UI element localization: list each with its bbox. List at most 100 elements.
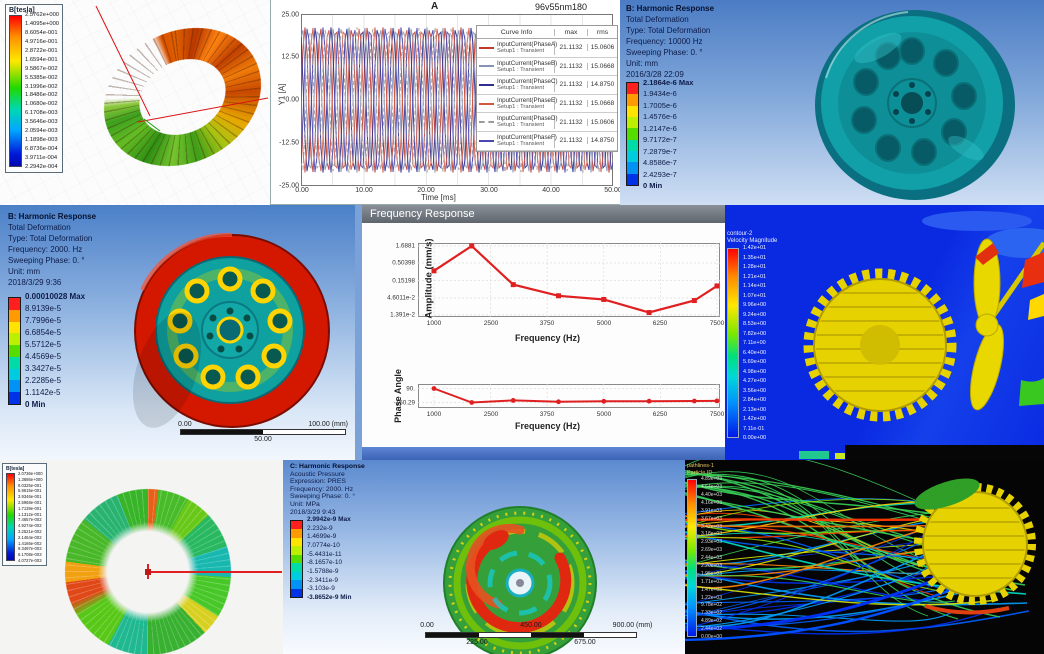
y-tick: 1.391e-2 [390,311,415,319]
curve-max-value: 21.1132 [555,100,588,108]
panel-harmonic-10000hz[interactable]: B: Harmonic Response Total Deformation Typ… [620,0,1044,205]
y-tick: 0.00 [285,96,299,104]
colorbar-value: 4.16e+03 [701,499,722,506]
panel-particle-pathlines[interactable]: pathlines-1 Particle ID 4.89e+03 4.64e+03… [685,460,1044,654]
info-line: B: Harmonic Response [8,212,97,221]
phase-plot-area[interactable] [418,384,720,408]
x-tick: 50.00 [604,187,620,194]
x-tick: 2500 [483,320,499,327]
colorbar-value: 3.3427e-5 [25,364,62,373]
panel-acoustic-pressure[interactable]: C: Harmonic Response Acoustic Pressure Exp… [283,460,685,654]
ruler-min-label: 0.00 [178,421,192,428]
legend-row: InputCurrent(PhaseE) Setup1 : Transient 2… [477,95,617,114]
colorbar-value: 1.4576e-6 [643,112,677,122]
colorbar-value: 1.28e+01 [743,264,767,271]
colorbar-value: 1.7005e-6 [643,100,677,110]
colorbar-value: 2.4293e-7 [643,169,677,179]
info-line: Expression: PRES [290,478,346,486]
panel-rotor-field[interactable]: B[tesla] 2.0736e+000 1.3686e+000 9.0325e-0… [0,460,283,654]
amplitude-x-ticks: 1000 2500 3750 5000 6250 7500 [355,320,725,329]
colorbar-value: 1.1898e-003 [25,137,58,144]
curve-rms-value: 15.0668 [590,62,615,70]
colorbar-value: 2.44e+03 [701,555,722,562]
colorbar-value: 9.5867e-002 [25,65,58,72]
scale-ruler: 0.00 450.00 900.00 (mm) 225.00 675.00 [420,622,652,648]
colorbar-value: 3.1996e-002 [25,83,58,90]
y-tick: -25.00 [279,182,299,190]
frequency-axis-label: Frequency (Hz) [515,333,581,343]
curve-name: InputCurrent(PhaseC) [497,78,558,86]
curve-rms-value: 15.0668 [590,100,615,108]
window-title-bar[interactable]: Frequency Response [362,205,725,223]
colorbar-value: 4.64e+03 [701,484,722,491]
colorbar-value: 4.9716e-001 [25,38,58,45]
colorbar-value: 1.0680e-002 [25,101,58,108]
result-info-block: C: Harmonic Response Acoustic Pressure Exp… [290,463,365,516]
legend-row: InputCurrent(PhaseB) Setup1 : Transient 2… [477,58,617,77]
curve-setup: Setup1 : Transient [497,103,545,110]
colorbar-value: 0.00e+00 [701,634,722,640]
colorbar-value: 3.91e+03 [701,507,722,514]
x-tick: 2500 [483,411,499,418]
colorbar-value: 7.4657e-002 [18,517,42,523]
colorbar-value: 1.71e+03 [701,578,722,585]
curve-name: InputCurrent(PhaseF) [497,133,557,141]
colorbar-value: 4.9274e-002 [18,523,42,529]
x-tick: 5000 [596,411,612,418]
flywheel-3d-view[interactable] [788,8,1038,205]
y-tick: 4.6011e-2 [387,294,415,302]
y-tick: 0.50398 [392,259,415,267]
x-tick: 0.00 [295,187,309,194]
curve-name: InputCurrent(PhaseB) [497,59,558,67]
colorbar-value: 3.67e+03 [701,515,722,522]
ruler-label: 450.00 [520,622,542,629]
panel-current-plot[interactable]: A 96v55nm180 Y1 [A] Time [ms] 25.00 12.50… [270,0,620,205]
x-tick: 40.00 [542,187,560,194]
amplitude-plot-area[interactable] [418,243,720,317]
colorbar-value: 7.11e-01 [743,425,765,432]
ruler-label: 0.00 [420,622,434,629]
colorbar-value: 2.69e+03 [701,547,722,554]
panel-harmonic-2000hz[interactable]: B: Harmonic Response Total Deformation Typ… [0,205,355,460]
cfd-contour-view[interactable] [725,205,1044,460]
colorbar-value: -5.4431e-11 [307,550,342,558]
colorbar-value: 2.0594e-003 [25,128,58,135]
colorbar-value: 5.5385e-002 [25,74,58,81]
colorbar-value: 1.21e+01 [743,273,767,280]
curve-rms-value: 15.0606 [590,118,615,126]
colorbar-value: 2.9942e-9 Max [307,516,351,523]
ruler-bottom-labels: 225.00 675.00 [423,639,639,648]
ruler-label: 900.00 (mm) [612,622,653,629]
flywheel-3d-view[interactable] [122,230,337,430]
colorbar-value: 2.93e+03 [701,539,722,546]
panel-maxwell-coil[interactable]: B[tesla] 2.5762e+000 1.4095e+000 8.6054e-0… [0,0,270,205]
colorbar-value: 0 Min [643,180,663,190]
colorbar-value: 9.7172e-7 [643,135,677,145]
curve-color-swatch [479,139,494,142]
info-line: Sweeping Phase: 0. ° [626,48,703,57]
colorbar-value: 3.9346e-001 [18,494,42,500]
acoustic-disc-view[interactable] [438,500,603,654]
dark-filler-strip [845,445,1044,460]
curve-rms-value: 15.0606 [590,44,615,52]
colorbar-value: 5.69e+00 [743,359,767,366]
colorbar-value: -2.3411e-9 [307,576,338,584]
colorbar-value: 3.5646e-003 [25,119,58,126]
window-title: Frequency Response [370,208,475,220]
curve-color-swatch [479,121,494,124]
colorbar-value: 2.2942e-004 [25,163,58,170]
info-line: Sweeping Phase: 0. ° [290,493,356,501]
window-bottom-strip [362,447,725,460]
colorbar-value: 0 Min [25,400,46,409]
pathlines-3d-view[interactable] [685,460,1044,654]
pressure-colorbar: 2.9942e-9 Max 2.232e-9 1.4699e-9 7.0774e-10… [290,516,351,601]
colorbar-value: 1.4095e+000 [25,20,60,27]
legend-header-max: max [555,28,588,36]
colorbar-value: 9.3497e-003 [18,546,42,552]
info-line: Acoustic Pressure [290,470,345,478]
panel-velocity-contour[interactable]: contour-2 Velocity Magnitude 1.42e+01 1.3… [725,205,1044,460]
colorbar-value: 2.5968e-001 [18,499,42,505]
result-info-block: B: Harmonic Response Total Deformation Typ… [8,211,96,288]
colorbar-value: 4.89e+03 [701,476,722,483]
